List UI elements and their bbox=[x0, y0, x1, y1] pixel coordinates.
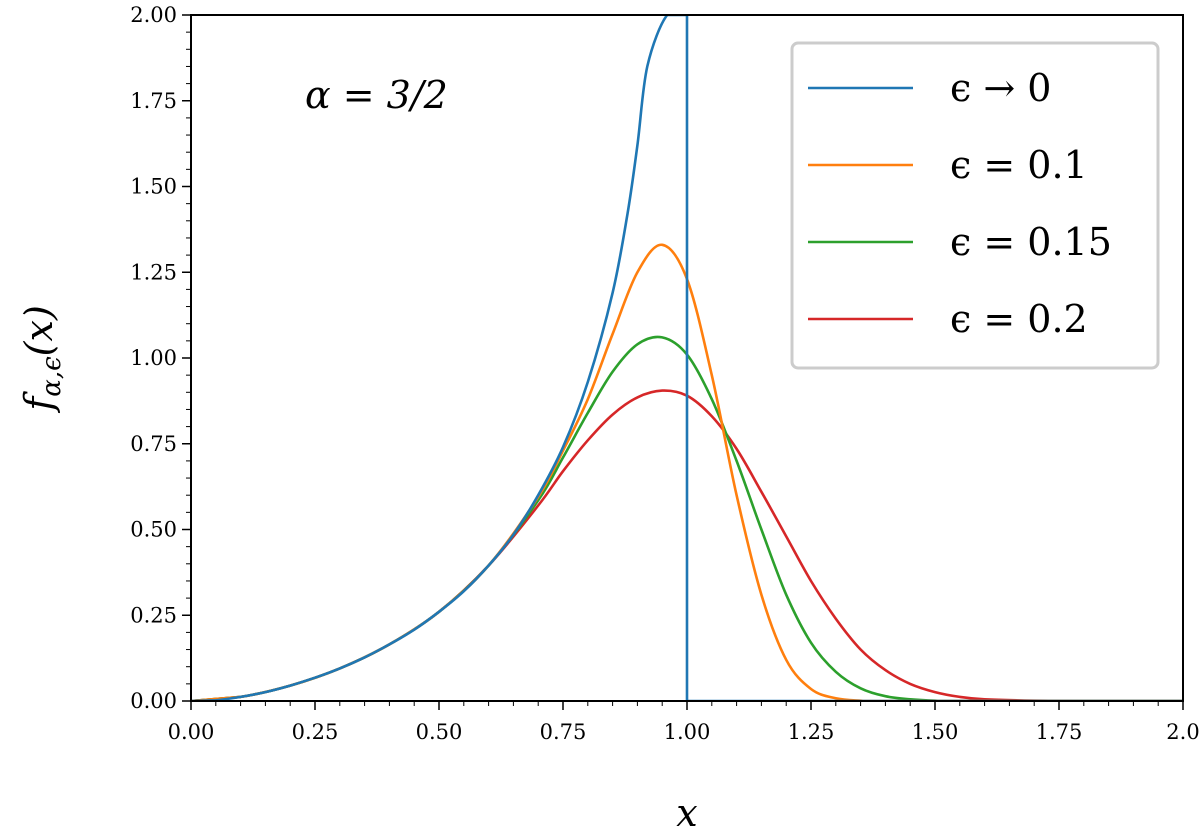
annotation-text: α = 3/2 bbox=[305, 73, 448, 117]
y-tick-label: 0.25 bbox=[130, 603, 177, 627]
x-tick-label: 2.0 bbox=[1166, 720, 1199, 744]
legend-label: ϵ → 0 bbox=[950, 66, 1051, 110]
legend-label: ϵ = 0.15 bbox=[950, 220, 1112, 264]
y-tick-label: 0.75 bbox=[130, 432, 177, 456]
x-tick-label: 0.25 bbox=[292, 720, 339, 744]
x-tick-label: 1.75 bbox=[1036, 720, 1083, 744]
x-axis-label: x bbox=[676, 791, 697, 835]
legend-label: ϵ = 0.1 bbox=[950, 143, 1088, 187]
y-tick-label: 0.50 bbox=[130, 518, 177, 542]
x-tick-label: 1.00 bbox=[664, 720, 711, 744]
y-tick-label: 1.50 bbox=[130, 175, 177, 199]
x-tick-label: 1.25 bbox=[788, 720, 835, 744]
legend-label: ϵ = 0.2 bbox=[950, 297, 1088, 341]
x-tick-label: 0.75 bbox=[540, 720, 587, 744]
y-tick-label: 0.00 bbox=[130, 689, 177, 713]
x-tick-label: 0.00 bbox=[168, 720, 215, 744]
y-tick-label: 1.00 bbox=[130, 346, 177, 370]
x-tick-label: 1.50 bbox=[912, 720, 959, 744]
y-tick-label: 1.25 bbox=[130, 260, 177, 284]
legend: ϵ → 0 ϵ = 0.1 ϵ = 0.15 ϵ = 0.2 bbox=[790, 41, 1160, 370]
legend-box bbox=[790, 41, 1160, 370]
y-axis-label-group: fα,ϵ(x) bbox=[17, 305, 67, 414]
y-axis-label: fα,ϵ(x) bbox=[17, 305, 67, 414]
y-tick-label: 2.00 bbox=[130, 3, 177, 27]
y-tick-label: 1.75 bbox=[130, 89, 177, 113]
series-line-0 bbox=[191, 15, 1183, 701]
x-tick-label: 0.50 bbox=[416, 720, 463, 744]
series-layer bbox=[191, 15, 1183, 701]
axis-layer: 0.00 0.25 0.50 0.75 1.00 1.25 1.50 1.75 2.0 0.00 0… bbox=[130, 3, 1199, 744]
